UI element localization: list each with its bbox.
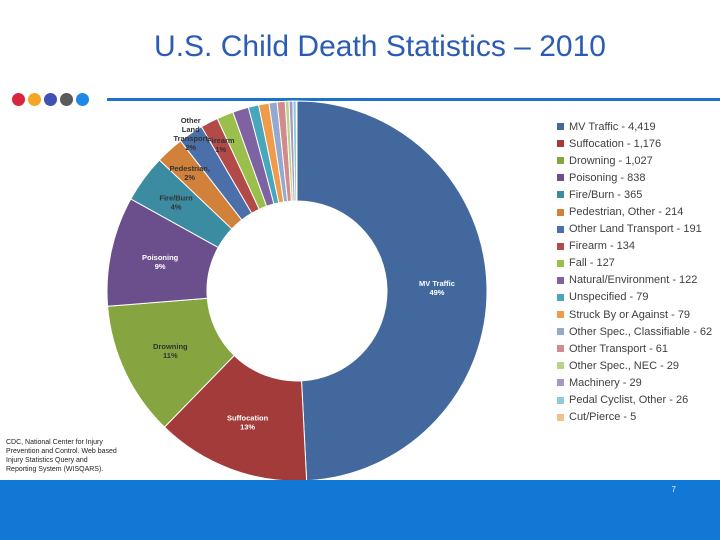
legend-swatch: [557, 362, 564, 370]
legend-item: Suffocation - 1,176: [557, 135, 712, 152]
legend-item: Unspecified - 79: [557, 289, 712, 306]
slice-label: MV Traffic 49%: [419, 279, 455, 297]
legend-item: Pedestrian, Other - 214: [557, 203, 712, 220]
page-number: 7: [671, 485, 676, 494]
slide-title: U.S. Child Death Statistics – 2010: [154, 30, 606, 63]
legend-swatch: [557, 174, 564, 182]
title-rule: [107, 98, 720, 101]
legend-item: MV Traffic - 4,419: [557, 118, 712, 135]
legend-label: Poisoning - 838: [569, 171, 646, 184]
legend-item: Natural/Environment - 122: [557, 272, 712, 289]
legend-label: Fall - 127: [569, 257, 615, 270]
legend-swatch: [557, 225, 564, 233]
legend-item: Firearm - 134: [557, 238, 712, 255]
slice-label: Pedestrian, 2%: [169, 164, 209, 182]
decor-dot: [44, 93, 57, 106]
legend-swatch: [557, 413, 564, 421]
legend-swatch: [557, 311, 564, 319]
legend-swatch: [557, 345, 564, 353]
legend-swatch: [557, 259, 564, 267]
legend-swatch: [557, 140, 564, 148]
chart-legend: MV Traffic - 4,419 Suffocation - 1,176 Dro…: [557, 118, 712, 426]
legend-item: Fall - 127: [557, 255, 712, 272]
legend-item: Other Land Transport - 191: [557, 221, 712, 238]
legend-swatch: [557, 191, 564, 199]
legend-item: Poisoning - 838: [557, 169, 712, 186]
legend-label: Pedal Cyclist, Other - 26: [569, 394, 689, 407]
legend-swatch: [557, 328, 564, 336]
slice-label: Suffocation 13%: [227, 413, 269, 431]
legend-label: Firearm - 134: [569, 240, 636, 253]
decorative-dots: [12, 93, 89, 106]
legend-label: Suffocation - 1,176: [569, 137, 662, 150]
legend-item: Other Transport - 61: [557, 340, 712, 357]
legend-label: MV Traffic - 4,419: [569, 120, 656, 133]
donut-slices: [106, 100, 488, 482]
legend-swatch: [557, 379, 564, 387]
source-citation: CDC, National Center for Injury Preventi…: [6, 439, 117, 473]
legend-swatch: [557, 157, 564, 165]
decor-dot: [28, 93, 41, 106]
legend-label: Natural/Environment - 122: [569, 274, 698, 287]
legend-swatch: [557, 242, 564, 250]
decor-dot: [60, 93, 73, 106]
legend-swatch: [557, 123, 564, 131]
legend-swatch: [557, 208, 564, 216]
slice-label: Other Land Transport 2%: [173, 116, 208, 152]
decor-dot: [12, 93, 25, 106]
legend-item: Other Spec., NEC - 29: [557, 357, 712, 374]
legend-item: Other Spec., Classifiable - 62: [557, 323, 712, 340]
slice-label: Drowning 11%: [153, 342, 188, 360]
legend-swatch: [557, 276, 564, 284]
legend-label: Drowning - 1,027: [569, 154, 653, 167]
legend-label: Fire/Burn - 365: [569, 188, 643, 201]
decor-dot: [76, 93, 89, 106]
donut-slice: [295, 100, 298, 202]
legend-label: Other Spec., Classifiable - 62: [569, 325, 713, 338]
legend-label: Other Land Transport - 191: [569, 223, 702, 236]
legend-label: Pedestrian, Other - 214: [569, 206, 684, 219]
legend-swatch: [557, 396, 564, 404]
legend-swatch: [557, 293, 564, 301]
legend-item: Struck By or Against - 79: [557, 306, 712, 323]
donut-slice-labels: MV Traffic 49% Suffocation 13% Drowning 11% Po…: [142, 116, 455, 432]
legend-item: Pedal Cyclist, Other - 26: [557, 392, 712, 409]
legend-label: Struck By or Against - 79: [569, 308, 691, 321]
legend-item: Cut/Pierce - 5: [557, 409, 712, 426]
donut-slice: [296, 100, 488, 482]
legend-label: Other Transport - 61: [569, 342, 669, 355]
legend-item: Drowning - 1,027: [557, 152, 712, 169]
legend-label: Other Spec., NEC - 29: [569, 359, 680, 372]
legend-label: Machinery - 29: [569, 376, 642, 389]
footer-bar: 7: [0, 480, 720, 540]
legend-label: Unspecified - 79: [569, 291, 649, 304]
legend-item: Machinery - 29: [557, 374, 712, 391]
legend-item: Fire/Burn - 365: [557, 186, 712, 203]
slice-label: Firearm 1%: [207, 136, 235, 154]
legend-label: Cut/Pierce - 5: [569, 411, 637, 424]
slice-label: Fire/Burn 4%: [159, 194, 193, 212]
slice-label: Poisoning 9%: [142, 253, 179, 271]
